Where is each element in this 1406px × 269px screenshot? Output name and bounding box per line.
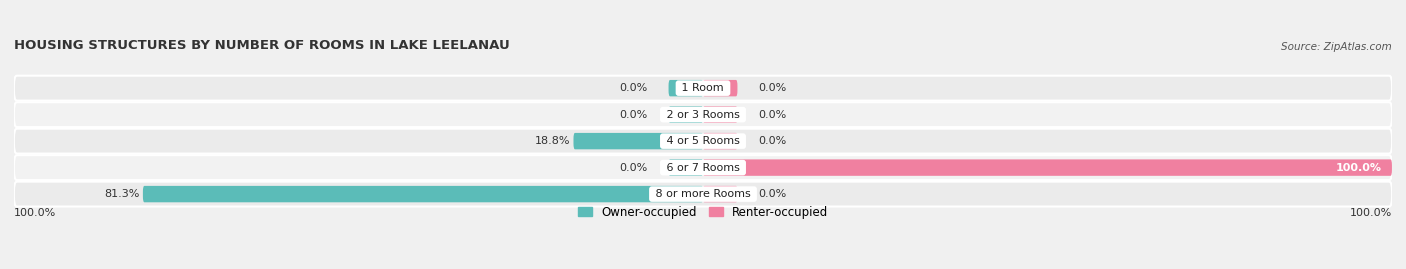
FancyBboxPatch shape: [703, 160, 1392, 176]
Text: 0.0%: 0.0%: [758, 189, 786, 199]
Text: 100.0%: 100.0%: [1336, 162, 1382, 173]
Text: 2 or 3 Rooms: 2 or 3 Rooms: [662, 110, 744, 120]
Text: 18.8%: 18.8%: [534, 136, 569, 146]
FancyBboxPatch shape: [669, 160, 703, 176]
FancyBboxPatch shape: [669, 80, 703, 96]
FancyBboxPatch shape: [14, 129, 1392, 154]
FancyBboxPatch shape: [14, 182, 1392, 207]
Text: 1 Room: 1 Room: [679, 83, 727, 93]
Text: 0.0%: 0.0%: [758, 110, 786, 120]
FancyBboxPatch shape: [703, 107, 738, 123]
Text: 100.0%: 100.0%: [1350, 208, 1392, 218]
FancyBboxPatch shape: [143, 186, 703, 202]
Text: Source: ZipAtlas.com: Source: ZipAtlas.com: [1281, 43, 1392, 52]
FancyBboxPatch shape: [703, 80, 738, 96]
Text: 0.0%: 0.0%: [758, 83, 786, 93]
Text: 0.0%: 0.0%: [620, 110, 648, 120]
FancyBboxPatch shape: [669, 107, 703, 123]
Text: 0.0%: 0.0%: [758, 136, 786, 146]
FancyBboxPatch shape: [703, 133, 738, 149]
Text: 100.0%: 100.0%: [14, 208, 56, 218]
FancyBboxPatch shape: [574, 133, 703, 149]
Text: 0.0%: 0.0%: [620, 162, 648, 173]
FancyBboxPatch shape: [703, 186, 738, 202]
FancyBboxPatch shape: [14, 76, 1392, 101]
FancyBboxPatch shape: [14, 155, 1392, 180]
Text: 0.0%: 0.0%: [620, 83, 648, 93]
Legend: Owner-occupied, Renter-occupied: Owner-occupied, Renter-occupied: [572, 201, 834, 223]
FancyBboxPatch shape: [14, 102, 1392, 127]
Text: 4 or 5 Rooms: 4 or 5 Rooms: [662, 136, 744, 146]
Text: 81.3%: 81.3%: [104, 189, 139, 199]
Text: 8 or more Rooms: 8 or more Rooms: [652, 189, 754, 199]
Text: HOUSING STRUCTURES BY NUMBER OF ROOMS IN LAKE LEELANAU: HOUSING STRUCTURES BY NUMBER OF ROOMS IN…: [14, 39, 510, 52]
Text: 6 or 7 Rooms: 6 or 7 Rooms: [662, 162, 744, 173]
